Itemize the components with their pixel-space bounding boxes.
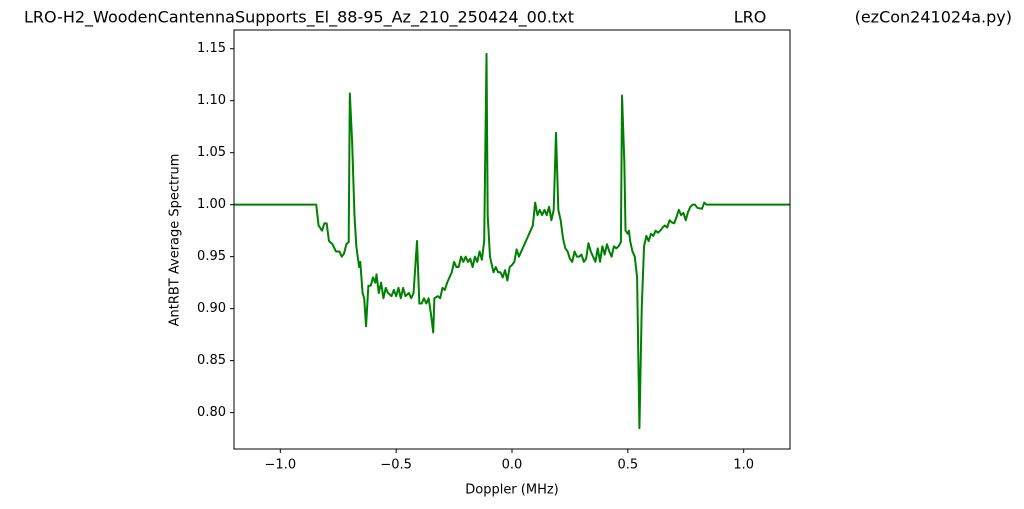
chart-title: LRO-H2_WoodenCantennaSupports_El_88-95_A… [24,8,574,28]
y-tick-label: 0.80 [197,405,226,420]
chart-title: (ezCon241024a.py) [855,8,1012,27]
chart-title: LRO [734,8,767,27]
x-tick-label: −1.0 [265,458,297,473]
y-tick-label: 1.05 [197,145,226,160]
y-tick-label: 1.00 [197,197,226,212]
y-tick-label: 0.95 [197,249,226,264]
x-tick-label: 0.0 [502,458,523,473]
x-axis-label: Doppler (MHz) [465,483,559,498]
x-tick-label: 0.5 [617,458,638,473]
x-tick-label: −0.5 [380,458,412,473]
x-tick-label: 1.0 [733,458,754,473]
y-tick-label: 1.10 [197,93,226,108]
data-line [234,52,790,430]
y-tick-label: 0.90 [197,301,226,316]
plot-frame [233,29,791,450]
y-axis-label: AntRBT Average Spectrum [168,154,183,327]
y-tick-label: 1.15 [197,41,226,56]
y-tick-label: 0.85 [197,353,226,368]
